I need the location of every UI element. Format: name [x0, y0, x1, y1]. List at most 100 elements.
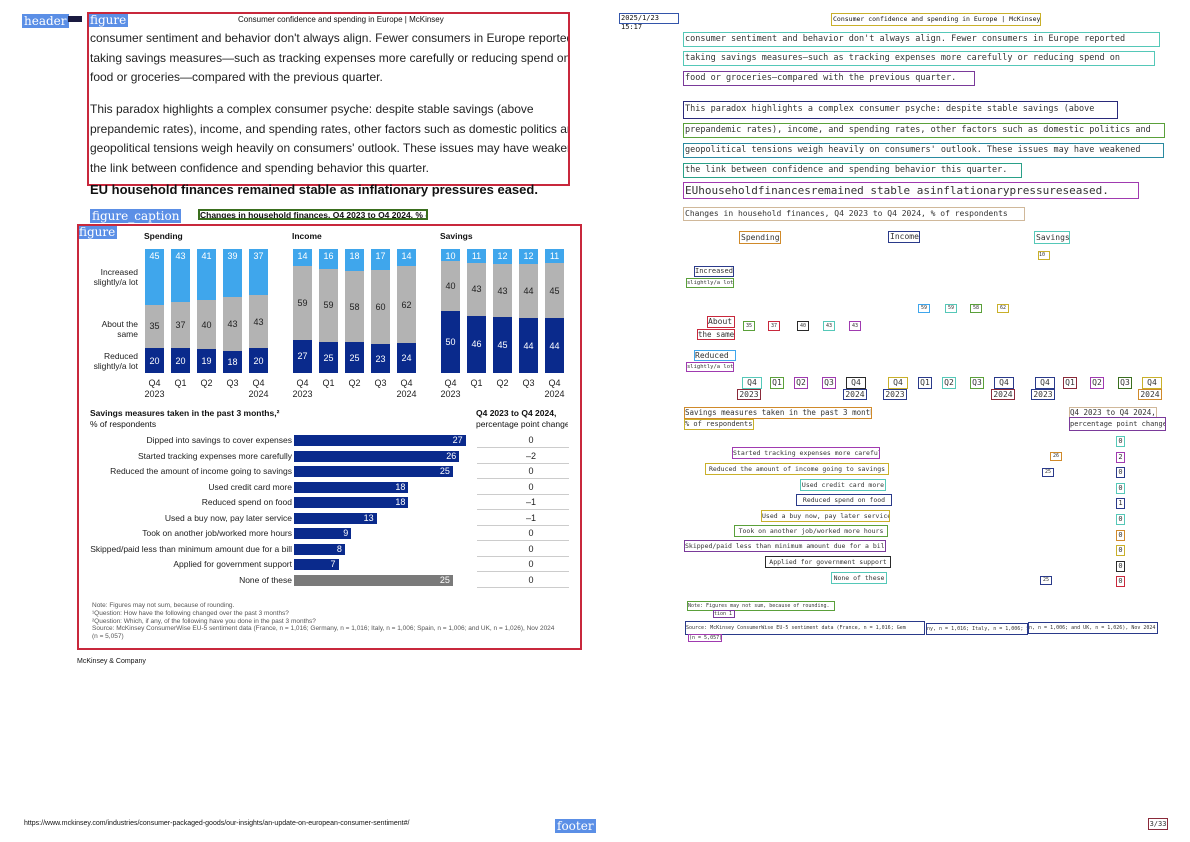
- hbar-row: Reduced spend on food 18 –1: [82, 496, 572, 510]
- ocr-note: tion 1: [713, 610, 735, 618]
- ocr-quarter: Q1: [1063, 377, 1077, 389]
- bar-segment-reduced: 20: [171, 348, 190, 373]
- bar-value-label: 11: [471, 251, 482, 261]
- bar-segment-same: 35: [145, 304, 164, 349]
- para1-line: food or groceries—compared with the prev…: [90, 70, 383, 85]
- stacked-bar: 39 43 18: [223, 249, 242, 373]
- bar-segment-increased: 11: [545, 249, 564, 263]
- quarter-label: Q4 2024: [396, 378, 417, 399]
- bar-value-label: 43: [227, 319, 238, 330]
- row-divider: [477, 509, 569, 510]
- ocr-quarter: Q1: [918, 377, 932, 389]
- ocr-value: 62: [997, 304, 1009, 313]
- stacked-bar: 12 44 44: [519, 249, 538, 373]
- layout-tag-figure: figure: [88, 13, 129, 27]
- year-label: 2024: [248, 389, 269, 399]
- para2-line: This paradox highlights a complex consum…: [90, 102, 534, 116]
- quarter-label: Q3: [226, 378, 239, 388]
- ocr-line: food or groceries—compared with the prev…: [683, 71, 975, 86]
- ocr-quarter: Q4: [742, 377, 762, 389]
- bar-segment-same: 40: [441, 261, 460, 311]
- ocr-hbar-label: Took on another job/worked more hours: [734, 525, 888, 537]
- hbar-row: Used credit card more 18 0: [82, 481, 572, 495]
- quarter-label: Q2: [200, 378, 213, 388]
- layout-tag-figure-2: figure: [77, 225, 118, 239]
- ocr-row-label: Increased: [694, 266, 734, 277]
- bar-value-label: 46: [471, 339, 482, 350]
- ocr-value: 59: [945, 304, 957, 313]
- bar-value-label: 35: [149, 321, 160, 332]
- bar-segment-increased: 43: [171, 249, 190, 303]
- bar-segment-same: 45: [545, 262, 564, 319]
- para1-line: taking savings measures—such as tracking…: [90, 50, 568, 65]
- ocr-year: 2024: [843, 389, 867, 400]
- change-value: –1: [525, 497, 536, 507]
- bar-segment-increased: 39: [223, 249, 242, 298]
- bar-segment-reduced: 44: [545, 318, 564, 373]
- bar-value-label: 17: [375, 251, 386, 261]
- bar-value-label: 18: [227, 356, 238, 367]
- change-value: 0: [528, 481, 534, 492]
- bar-value-label: 18: [349, 251, 360, 261]
- bar-value-label: 23: [375, 353, 386, 364]
- ocr-panel-spending: Spending: [739, 231, 781, 244]
- ocr-change-sub: percentage point change: [1069, 417, 1166, 431]
- bar-value-label: 10: [445, 251, 456, 261]
- ocr-value: 43: [823, 321, 835, 331]
- ocr-line: the link between confidence and spending…: [683, 163, 1022, 178]
- bar-segment-same: 40: [197, 299, 216, 350]
- ocr-timestamp: 2025/1/23 15:17: [619, 13, 679, 31]
- hbar-category-label: Reduced the amount of income going to sa…: [110, 466, 292, 476]
- section-heading: EU household finances remained stable as…: [90, 182, 538, 197]
- ocr-hbar-label: Used credit card more: [800, 479, 886, 491]
- ocr-change: 0: [1116, 545, 1125, 557]
- hbar-bar: 25: [294, 574, 453, 586]
- bar-segment-reduced: 18: [223, 350, 242, 373]
- ocr-year: 2023: [883, 389, 907, 400]
- ocr-note: n, n = 1,006; and UK, n = 1,026), Nov 20…: [1028, 622, 1158, 634]
- quarter-label: Q2: [496, 378, 509, 388]
- ocr-quarter: Q3: [970, 377, 984, 389]
- year-label: 2023: [144, 389, 165, 399]
- ocr-hbar-label: Reduced spend on food: [796, 494, 892, 506]
- bar-value-label: 62: [401, 299, 412, 310]
- bar-value-label: 44: [523, 286, 534, 297]
- row-label-same: About the same: [84, 319, 138, 339]
- ocr-quarter: Q4: [846, 377, 866, 389]
- bar-value-label: 45: [497, 340, 508, 351]
- bar-value-label: 25: [323, 352, 334, 363]
- change-value: 0: [528, 574, 534, 585]
- bar-value-label: 41: [201, 251, 212, 261]
- hbar-row: Took on another job/worked more hours 9 0: [82, 527, 572, 541]
- hbar-title: Savings measures taken in the past 3 mon…: [90, 408, 280, 418]
- bar-segment-reduced: 46: [467, 315, 486, 373]
- bar-segment-same: 43: [249, 294, 268, 349]
- bar-segment-same: 43: [223, 297, 242, 351]
- quarter-label: Q4 2023: [440, 378, 461, 399]
- bar-value-label: 40: [201, 319, 212, 330]
- stacked-bar: 45 35 20: [145, 249, 164, 373]
- row-divider: [477, 555, 569, 557]
- bar-segment-increased: 17: [371, 249, 390, 271]
- ocr-title: Consumer confidence and spending in Euro…: [831, 13, 1041, 26]
- quarter-label: Q2: [348, 378, 361, 388]
- bar-value-label: 44: [523, 340, 534, 351]
- note-line: (n = 5,057): [92, 633, 124, 641]
- hbar-row: None of these 25 0: [82, 574, 572, 588]
- note-line: Note: Figures may not sum, because of ro…: [92, 602, 235, 609]
- ocr-line: taking savings measures—such as tracking…: [683, 51, 1155, 66]
- ocr-quarter: Q2: [794, 377, 808, 389]
- year-label: 2024: [544, 389, 565, 399]
- ocr-line: This paradox highlights a complex consum…: [683, 101, 1118, 119]
- ocr-hbar-label: Applied for government support: [765, 556, 891, 568]
- stacked-bar: 14 59 27: [293, 249, 312, 373]
- ocr-value: 40: [797, 321, 809, 331]
- bar-segment-same: 43: [493, 263, 512, 318]
- page-url[interactable]: https://www.mckinsey.com/industries/cons…: [24, 820, 410, 827]
- ocr-hbar-label: Used a buy now, pay later service: [761, 510, 890, 522]
- bar-segment-reduced: 23: [371, 344, 390, 373]
- ocr-quarter: Q2: [942, 377, 956, 389]
- bar-segment-same: 37: [171, 302, 190, 349]
- ocr-caption: Changes in household finances, Q4 2023 t…: [683, 207, 1025, 221]
- ocr-panel-income: Income: [888, 231, 920, 243]
